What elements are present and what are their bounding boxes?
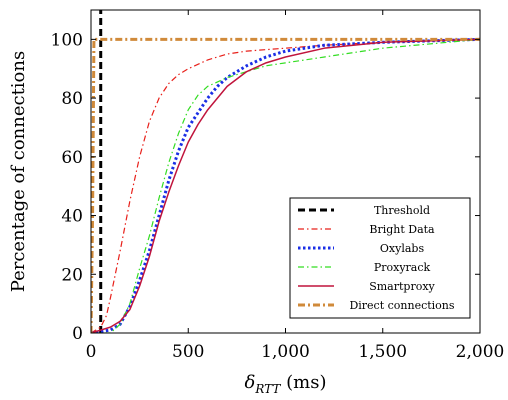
plot-area bbox=[91, 10, 480, 333]
series-line-oxylabs bbox=[91, 37, 480, 333]
series-line-bright-data bbox=[91, 38, 480, 333]
legend-label-proxyrack: Proxyrack bbox=[374, 261, 431, 274]
x-tick-label: 0 bbox=[86, 342, 97, 362]
legend-label-bright-data: Bright Data bbox=[369, 223, 435, 236]
legend: Threshold Bright Data Oxylabs Proxyrack Smar… bbox=[289, 197, 471, 319]
x-tick-label: 1,500 bbox=[358, 342, 407, 362]
y-axis-title: Percentage of connections bbox=[8, 51, 29, 292]
legend-label-direct-connections: Direct connections bbox=[349, 299, 454, 312]
legend-label-smartproxy: Smartproxy bbox=[369, 280, 435, 293]
y-tick-label: 0 bbox=[72, 324, 83, 344]
y-tick-label: 20 bbox=[61, 265, 83, 285]
series-line-proxyrack bbox=[91, 38, 480, 333]
x-tick-label: 2,000 bbox=[456, 342, 505, 362]
x-axis-title-unit: (ms) bbox=[280, 372, 326, 393]
x-axis-title-subscript: RTT bbox=[254, 382, 281, 396]
y-tick-label: 60 bbox=[61, 148, 83, 168]
y-tick-label: 100 bbox=[51, 30, 83, 50]
x-axis-title-symbol: δ bbox=[245, 372, 256, 393]
x-axis: 0 500 1,000 1,500 2,000 bbox=[86, 10, 505, 362]
series-line-direct-connections bbox=[91, 37, 480, 333]
y-axis: 0 20 40 60 80 100 bbox=[51, 30, 480, 344]
y-tick-label: 80 bbox=[61, 89, 83, 109]
legend-box bbox=[289, 197, 471, 319]
y-tick-label: 40 bbox=[61, 207, 83, 227]
x-tick-label: 1,000 bbox=[261, 342, 310, 362]
x-tick-label: 500 bbox=[172, 342, 204, 362]
legend-label-oxylabs: Oxylabs bbox=[380, 242, 425, 255]
series-line-smartproxy bbox=[91, 38, 480, 333]
legend-label-threshold: Threshold bbox=[374, 204, 430, 217]
x-axis-title: δRTT (ms) bbox=[245, 372, 327, 396]
